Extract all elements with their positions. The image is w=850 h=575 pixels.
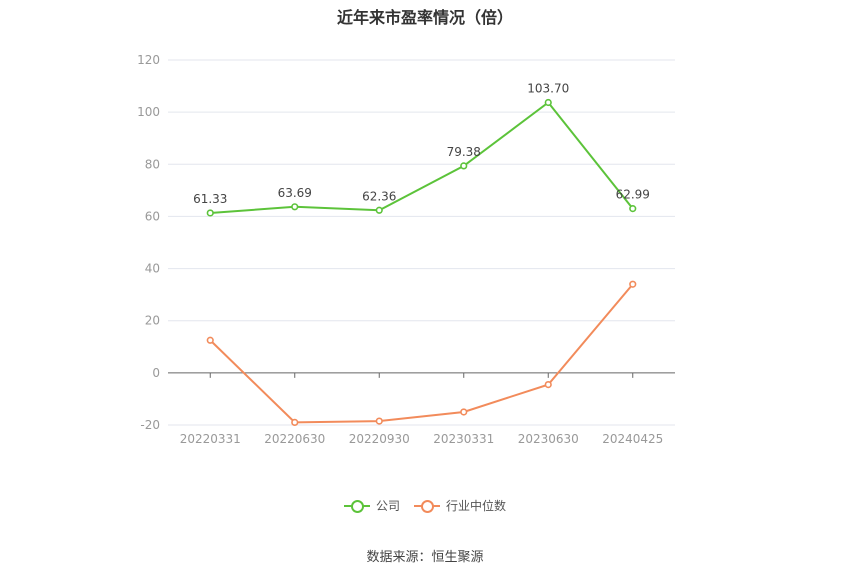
y-tick-label: 80	[145, 157, 160, 171]
x-tick-label: 20240425	[602, 432, 663, 446]
data-label: 79.38	[447, 145, 481, 159]
series-line-industry	[209, 283, 634, 424]
series-line-company	[210, 101, 634, 214]
data-label: 62.36	[362, 189, 396, 203]
y-tick-label: 20	[145, 314, 160, 328]
y-tick-label: -20	[140, 418, 160, 432]
x-tick-label: 20220630	[264, 432, 325, 446]
grid-lines	[168, 59, 675, 426]
data-point-company	[206, 209, 214, 217]
legend-label-industry: 行业中位数	[446, 499, 507, 513]
data-point-company	[544, 98, 552, 107]
legend-swatch-company	[343, 499, 370, 513]
chart-title: 近年来市盈率情况（倍）	[336, 8, 513, 27]
legend: 公司 行业中位数	[0, 497, 850, 514]
y-axis-ticks: -20 0 20 40 60 80 100 120	[137, 53, 160, 432]
data-label: 61.33	[193, 192, 227, 206]
legend-item-company[interactable]: 公司	[343, 497, 400, 514]
legend-label-company: 公司	[375, 499, 400, 513]
data-point-industry	[375, 417, 383, 425]
y-tick-label: 120	[137, 53, 160, 67]
legend-item-industry[interactable]: 行业中位数	[414, 497, 506, 514]
y-tick-label: 60	[145, 209, 160, 223]
data-point-industry	[291, 418, 299, 426]
y-tick-label: 100	[137, 105, 160, 119]
data-point-company	[460, 162, 468, 170]
data-point-company	[629, 205, 637, 213]
y-tick-label: 0	[152, 366, 160, 380]
source-note: 数据来源：恒生聚源	[366, 550, 484, 565]
data-label: 62.99	[616, 188, 650, 202]
x-tick-label: 20220930	[349, 432, 410, 446]
data-point-company	[291, 203, 299, 211]
data-point-industry	[544, 380, 552, 389]
data-point-company	[375, 206, 383, 214]
data-label: 103.70	[527, 81, 569, 95]
x-tick-label: 20230630	[518, 432, 579, 446]
x-axis: 20220331 20220630 20220930 20230331 20230630…	[168, 372, 675, 446]
data-point-industry	[629, 280, 637, 288]
data-labels: 61.33 63.69 62.36 79.38 103.70 62.99	[193, 81, 650, 205]
legend-swatch-industry	[414, 499, 440, 513]
data-point-industry	[206, 336, 214, 344]
x-tick-label: 20220331	[180, 432, 241, 446]
series-layer	[206, 98, 637, 426]
y-tick-label: 40	[145, 262, 160, 276]
data-label: 63.69	[278, 186, 312, 200]
x-tick-label: 20230331	[433, 432, 494, 446]
data-point-industry	[460, 408, 468, 416]
